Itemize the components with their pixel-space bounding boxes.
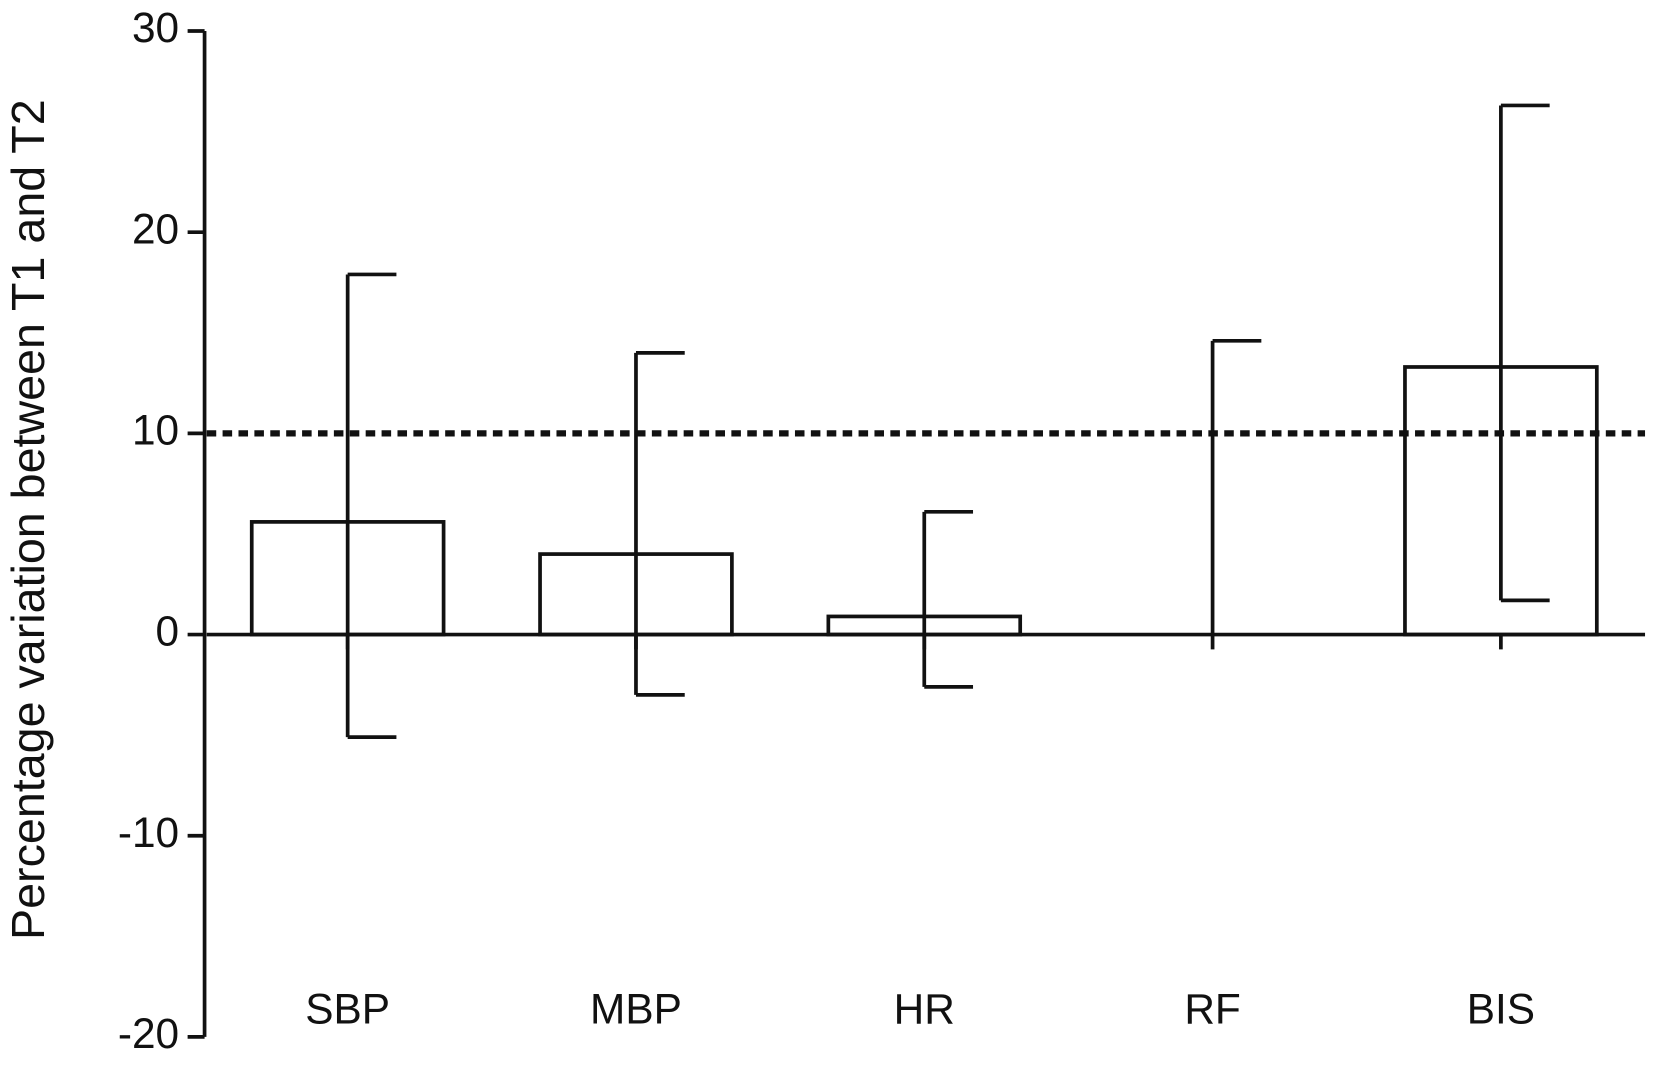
x-tick-label: MBP	[590, 986, 682, 1033]
y-tick-label: 10	[132, 407, 179, 454]
y-tick-label: -10	[118, 809, 179, 856]
y-tick-label: 0	[156, 608, 180, 655]
y-axis-title: Percentage variation between T1 and T2	[2, 99, 54, 940]
x-tick-label: BIS	[1467, 986, 1535, 1033]
y-tick-label: 20	[132, 205, 179, 252]
y-tick-label: 30	[132, 4, 179, 51]
x-tick-label: SBP	[305, 986, 390, 1033]
x-tick-label: RF	[1184, 986, 1241, 1033]
x-tick-label: HR	[894, 986, 955, 1033]
y-tick-label: -20	[118, 1010, 179, 1057]
